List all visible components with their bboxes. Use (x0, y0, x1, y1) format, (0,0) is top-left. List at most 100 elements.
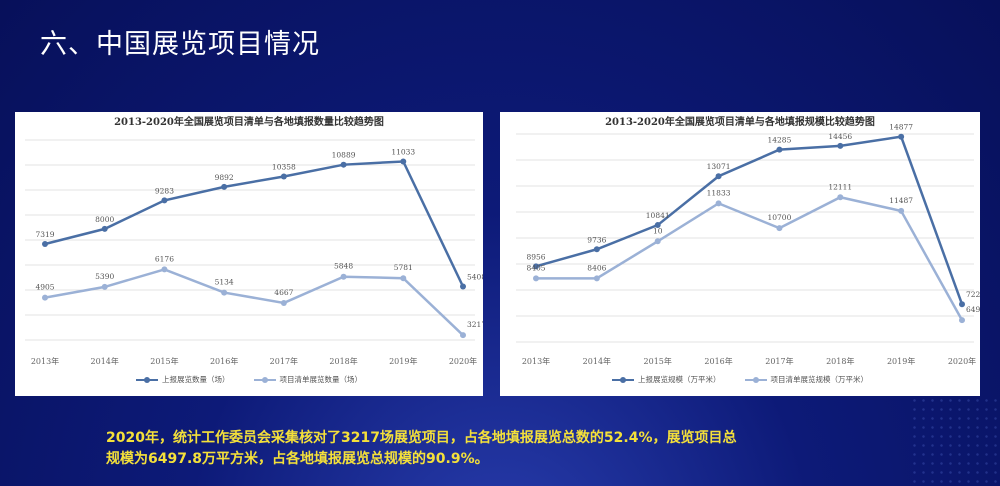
data-label: 10 (653, 226, 663, 235)
data-label: 3217 (467, 320, 483, 329)
chart-panel-count: 2013年 2014年 2015年 2016年 2017年 2018年 2019年 2020年… (15, 112, 483, 396)
data-label: 5390 (95, 272, 114, 281)
data-point (533, 263, 539, 270)
data-point (715, 173, 722, 180)
legend-item: 上报展览数量（场） (136, 374, 230, 385)
data-label: 11033 (391, 147, 415, 156)
series-line (535, 135, 964, 305)
summary-line: 规模为6497.8万平方米，占各地填报展览总规模的90.9%。 (106, 451, 489, 467)
data-point (101, 225, 108, 232)
data-point (161, 266, 168, 273)
data-point (400, 158, 407, 165)
data-point (101, 283, 108, 290)
data-label: 6176 (155, 254, 174, 263)
x-tick-label: 2020年 (449, 356, 477, 366)
x-tick-label: 2013年 (522, 356, 550, 366)
page-title: 六、中国展览项目情况 (40, 29, 320, 60)
x-tick-label: 2019年 (887, 356, 915, 366)
legend-label: 上报展览规模（万平米） (638, 375, 721, 384)
data-label: 8956 (526, 252, 545, 261)
data-label: 7319 (35, 230, 54, 239)
data-label: 10700 (767, 213, 791, 222)
chart-panel-scale: 2013年 2014年 2015年 2016年 2017年 2018年 2019年 2020年… (500, 112, 980, 396)
legend-swatch (136, 376, 158, 383)
data-label: 10841 (646, 211, 670, 220)
x-tick-label: 2015年 (150, 356, 178, 366)
data-label: 5134 (215, 278, 234, 287)
data-label: 10889 (332, 151, 356, 160)
data-label: 11487 (889, 196, 913, 205)
data-point (42, 294, 48, 301)
data-label: 5408 (467, 272, 483, 281)
chart-legend: 上报展览规模（万平米） 项目清单展览规模（万平米） (500, 374, 980, 385)
x-tick-label: 2020年 (948, 356, 976, 366)
data-point (42, 241, 48, 248)
data-label: 9283 (155, 186, 174, 195)
legend-swatch (612, 376, 634, 383)
data-point (280, 173, 287, 180)
data-label: 13071 (707, 162, 731, 171)
data-label: 8406 (587, 263, 606, 272)
data-point (533, 275, 539, 282)
data-point (837, 142, 844, 149)
legend-swatch (253, 376, 276, 383)
data-point (959, 317, 965, 324)
legend-label: 项目清单展览数量（场） (279, 375, 363, 384)
data-point (340, 161, 347, 168)
summary-text: 2020年，统计工作委员会采集核对了3217场展览项目，占各地填报展览总数的52… (106, 428, 866, 470)
data-point (776, 146, 783, 153)
data-label: 5848 (334, 262, 353, 271)
data-point (593, 275, 600, 282)
data-point (400, 275, 407, 282)
data-point (776, 225, 783, 232)
chart-legend: 上报展览数量（场） 项目清单展览数量（场） (15, 374, 483, 385)
data-point (715, 200, 722, 207)
x-tick-label: 2016年 (210, 356, 238, 366)
series-line (535, 195, 964, 321)
legend-label: 上报展览数量（场） (162, 375, 230, 384)
data-point (340, 273, 347, 280)
x-tick-label: 2014年 (583, 356, 611, 366)
data-point (654, 222, 661, 229)
data-label: 11833 (707, 188, 731, 197)
x-tick-label: 2018年 (329, 356, 357, 366)
data-point (280, 299, 287, 306)
legend-item: 项目清单展览数量（场） (253, 374, 363, 385)
chart-title: 2013-2020年全国展览项目清单与各地填报数量比较趋势图 (114, 117, 384, 128)
legend-item: 上报展览规模（万平米） (612, 374, 721, 385)
legend-label: 项目清单展览规模（万平米） (770, 375, 869, 384)
decorative-dots (910, 396, 1000, 486)
data-point (593, 246, 600, 253)
data-point (898, 207, 905, 214)
x-tick-label: 2015年 (644, 356, 672, 366)
data-point (460, 332, 466, 339)
summary-line: 2020年，统计工作委员会采集核对了3217场展览项目，占各地填报展览总数的52… (106, 430, 737, 446)
chart-title: 2013-2020年全国展览项目清单与各地填报规模比较趋势图 (605, 117, 875, 128)
data-point (460, 283, 466, 290)
scale-chart-svg: 2013年 2014年 2015年 2016年 2017年 2018年 2019年 2020年… (516, 123, 980, 366)
legend-item: 项目清单展览规模（万平米） (744, 374, 869, 385)
x-tick-label: 2017年 (765, 356, 793, 366)
series-line (44, 160, 465, 288)
data-label: 8000 (95, 215, 114, 224)
data-point (221, 183, 228, 190)
data-label: 14877 (889, 123, 913, 132)
data-label: 7226.61 (966, 290, 980, 299)
data-label: 14285 (767, 136, 791, 145)
data-point (654, 238, 661, 245)
data-label: 14456 (828, 132, 852, 141)
x-tick-label: 2018年 (826, 356, 854, 366)
legend-swatch (744, 376, 767, 383)
data-label: 5781 (394, 263, 413, 272)
x-tick-label: 2014年 (91, 356, 119, 366)
count-chart-svg: 2013年 2014年 2015年 2016年 2017年 2018年 2019年 2020年… (25, 139, 483, 366)
data-label: 10358 (272, 162, 296, 171)
x-tick-label: 2019年 (389, 356, 417, 366)
series-line (44, 268, 464, 337)
data-label: 9736 (587, 235, 606, 244)
data-label: 9892 (215, 173, 234, 182)
data-label: 12111 (828, 182, 852, 191)
data-point (221, 289, 228, 296)
data-label: 6497.8 (966, 305, 980, 314)
data-label: 4905 (35, 283, 54, 292)
